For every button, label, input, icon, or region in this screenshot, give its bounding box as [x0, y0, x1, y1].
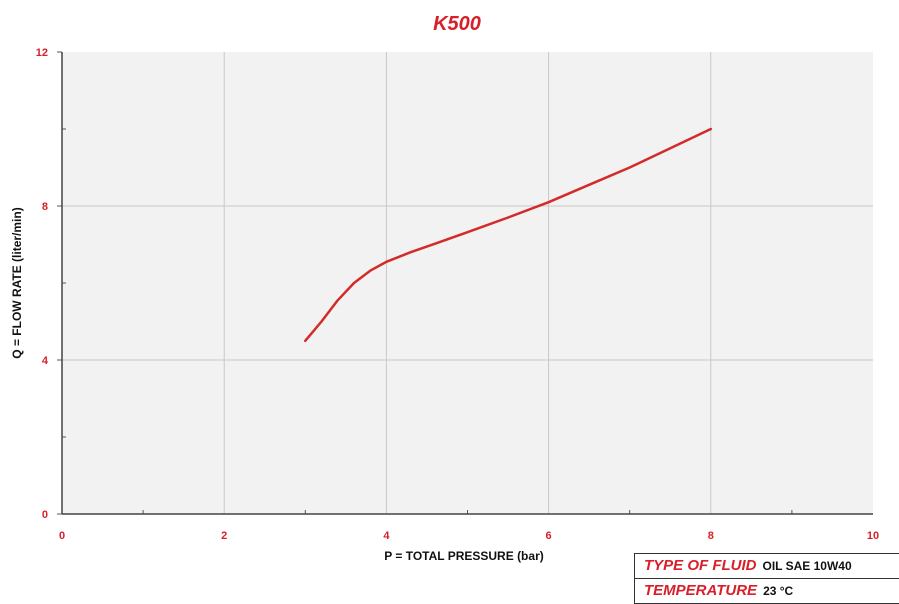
y-tick-label: 12	[36, 47, 48, 59]
x-tick-label: 10	[867, 530, 879, 542]
series-layer	[304, 127, 713, 343]
temperature-row: TEMPERATURE 23 °C	[635, 579, 899, 604]
fluid-label: TYPE OF FLUID	[644, 557, 757, 574]
chart-title: K500	[433, 13, 481, 35]
y-tick-label: 8	[42, 201, 48, 213]
plot-area	[62, 52, 873, 514]
x-tick-label: 0	[59, 530, 65, 542]
x-tick-label: 6	[546, 530, 552, 542]
fluid-row: TYPE OF FLUID OIL SAE 10W40	[635, 554, 899, 579]
x-tick-label: 8	[708, 530, 714, 542]
x-axis-label: P = TOTAL PRESSURE (bar)	[384, 549, 543, 563]
y-tick-label: 0	[42, 509, 48, 521]
x-tick-label: 4	[383, 530, 390, 542]
flow-curve-series-0	[304, 127, 713, 343]
axes	[57, 51, 873, 515]
y-axis-label: Q = FLOW RATE (liter/min)	[10, 207, 24, 358]
y-tick-label: 4	[42, 355, 49, 367]
tick-labels: 0 2 4 6 8 10 0 4 8 12	[36, 47, 879, 542]
temperature-value: 23 °C	[763, 584, 794, 598]
test-conditions-table: TYPE OF FLUID OIL SAE 10W40 TEMPERATURE 23…	[634, 553, 899, 604]
temperature-label: TEMPERATURE	[644, 582, 758, 599]
x-tick-label: 2	[221, 530, 227, 542]
fluid-value: OIL SAE 10W40	[762, 559, 852, 573]
